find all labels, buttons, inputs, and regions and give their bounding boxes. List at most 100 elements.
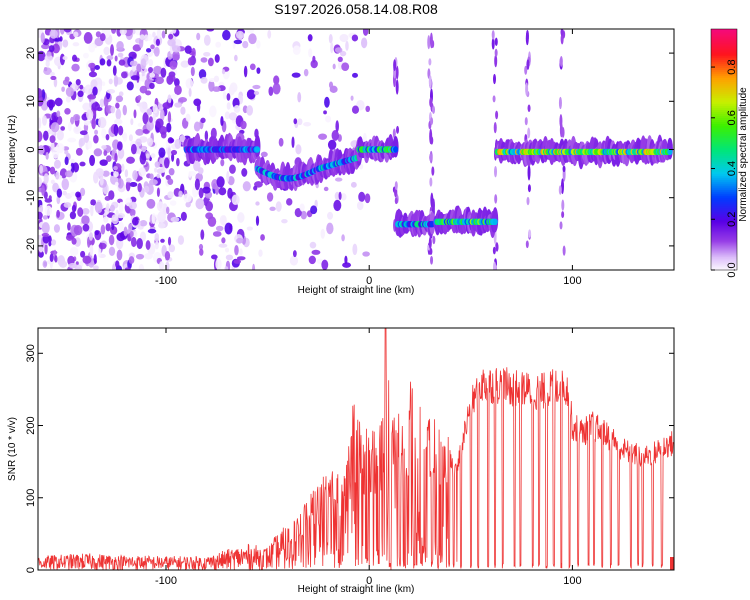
noise-speckle	[129, 182, 138, 188]
noise-speckle	[114, 181, 119, 187]
noise-speckle	[128, 201, 137, 210]
colorbar-swatch	[711, 171, 737, 175]
noise-speckle	[333, 199, 342, 212]
streak-mark	[494, 194, 498, 204]
noise-speckle	[92, 86, 98, 96]
noise-speckle	[64, 76, 70, 82]
noise-speckle	[87, 94, 97, 100]
noise-speckle	[241, 168, 248, 177]
colorbar-swatch	[711, 143, 737, 147]
noise-speckle	[139, 34, 145, 40]
noise-speckle	[64, 107, 71, 115]
colorbar-swatch	[711, 261, 737, 265]
noise-speckle	[169, 60, 178, 70]
noise-speckle	[252, 263, 256, 270]
noise-speckle	[72, 114, 81, 121]
noise-speckle	[71, 204, 77, 213]
noise-speckle	[312, 55, 316, 63]
noise-speckle	[49, 166, 56, 175]
noise-speckle	[334, 47, 343, 53]
colorbar-swatch	[711, 195, 737, 199]
noise-speckle	[101, 128, 107, 139]
noise-speckle	[51, 239, 57, 246]
noise-speckle	[115, 95, 124, 103]
noise-speckle	[112, 65, 117, 76]
streak-mark	[525, 240, 529, 249]
noise-speckle	[42, 234, 50, 244]
noise-speckle	[45, 152, 49, 160]
noise-speckle	[160, 238, 165, 243]
noise-speckle	[156, 29, 162, 39]
noise-speckle	[99, 58, 106, 66]
noise-speckle	[318, 133, 328, 140]
colorbar-swatch	[711, 83, 737, 86]
colorbar-swatch	[711, 61, 737, 64]
band-core	[254, 146, 261, 153]
noise-speckle	[224, 266, 229, 270]
noise-speckle	[351, 34, 359, 42]
noise-speckle	[139, 37, 144, 49]
colorbar-swatch	[711, 239, 737, 243]
noise-speckle	[345, 40, 349, 51]
colorbar-swatch	[711, 29, 737, 32]
noise-speckle	[115, 102, 120, 109]
noise-speckle	[130, 236, 137, 248]
noise-speckle	[242, 40, 249, 49]
noise-speckle	[48, 195, 52, 201]
noise-speckle	[350, 181, 357, 188]
colorbar-swatch	[711, 53, 737, 56]
noise-speckle	[294, 207, 302, 218]
noise-speckle	[164, 251, 171, 261]
streak-mark	[527, 127, 531, 139]
noise-speckle	[64, 150, 69, 155]
noise-speckle	[136, 237, 143, 250]
noise-speckle	[254, 181, 263, 188]
colorbar-swatch	[711, 253, 737, 257]
noise-speckle	[351, 105, 360, 114]
streak-mark	[428, 58, 432, 66]
colorbar-swatch	[711, 177, 737, 181]
noise-speckle	[235, 30, 245, 39]
noise-speckle	[337, 56, 343, 63]
colorbar-swatch	[711, 167, 737, 171]
noise-speckle	[99, 176, 104, 186]
noise-speckle	[205, 212, 214, 220]
colorbar-swatch	[711, 265, 737, 269]
noise-speckle	[256, 40, 261, 49]
noise-speckle	[216, 176, 225, 188]
noise-speckle	[83, 120, 91, 126]
streak-mark	[527, 104, 531, 113]
colorbar-swatch	[711, 225, 737, 229]
noise-speckle	[174, 138, 182, 150]
noise-speckle	[310, 205, 318, 215]
noise-speckle	[176, 157, 180, 167]
noise-speckle	[226, 102, 231, 110]
y-tick-label: 100	[25, 489, 37, 507]
noise-speckle	[126, 81, 134, 91]
colorbar-swatch	[711, 49, 737, 52]
noise-speckle	[98, 242, 107, 250]
noise-speckle	[255, 201, 260, 206]
noise-speckle	[171, 153, 175, 162]
noise-speckle	[168, 244, 176, 253]
noise-speckle	[59, 36, 63, 42]
noise-speckle	[79, 161, 86, 167]
colorbar-swatch	[711, 127, 737, 131]
noise-speckle	[89, 244, 94, 256]
noise-speckle	[145, 90, 152, 96]
noise-speckle	[41, 184, 45, 196]
noise-speckle	[114, 118, 123, 125]
noise-speckle	[134, 29, 142, 36]
snr-panel: -100 0 100 0 100 200 300 Height of straight lin…	[7, 327, 675, 595]
colorbar-swatch	[711, 221, 737, 225]
noise-speckle	[44, 205, 53, 216]
noise-speckle	[242, 181, 251, 192]
noise-speckle	[153, 167, 158, 173]
noise-speckle	[105, 134, 110, 141]
streak-mark	[562, 165, 566, 173]
noise-speckle	[75, 191, 81, 198]
noise-speckle	[260, 234, 265, 241]
colorbar-swatch	[711, 97, 737, 100]
colorbar-swatch	[711, 205, 737, 209]
streak-mark	[561, 127, 565, 138]
